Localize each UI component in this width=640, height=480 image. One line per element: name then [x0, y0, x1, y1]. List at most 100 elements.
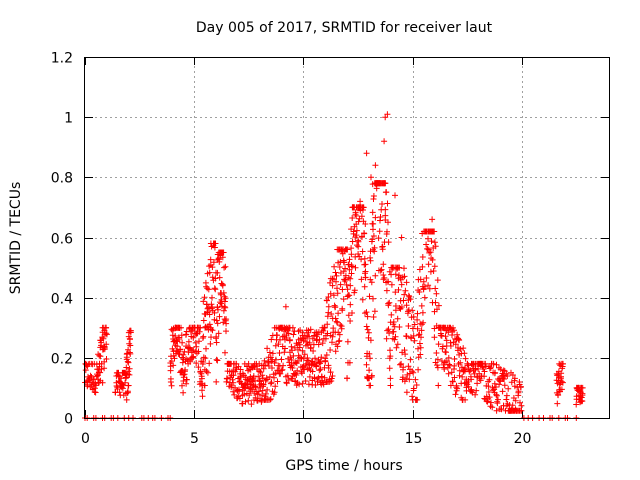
data-point — [435, 341, 442, 348]
data-point — [309, 335, 316, 342]
data-point — [336, 337, 343, 344]
y-tick-label: 0 — [64, 412, 73, 428]
y-tick-label: 1.2 — [51, 51, 73, 67]
data-point — [211, 244, 218, 251]
data-point — [435, 302, 442, 309]
data-point — [278, 367, 285, 374]
data-point — [579, 384, 586, 391]
data-point — [518, 407, 525, 414]
data-point — [429, 216, 436, 223]
data-point — [217, 252, 224, 259]
data-point — [367, 382, 374, 389]
data-point — [489, 404, 496, 411]
data-point — [332, 269, 339, 276]
data-point — [259, 392, 265, 399]
data-point — [344, 286, 351, 293]
data-point — [340, 296, 347, 303]
data-point — [313, 337, 320, 344]
data-point — [355, 238, 362, 245]
data-point — [279, 366, 286, 373]
data-point — [206, 360, 213, 367]
data-point — [123, 364, 130, 371]
data-point — [481, 368, 488, 375]
data-point — [322, 357, 329, 364]
data-point — [319, 340, 326, 347]
data-point — [332, 315, 339, 322]
data-point — [349, 263, 355, 270]
data-point — [418, 302, 425, 309]
data-point — [486, 394, 493, 401]
data-point — [371, 244, 378, 251]
data-point — [398, 281, 405, 288]
data-point — [346, 359, 353, 366]
x-tick-label: 15 — [405, 431, 423, 447]
data-point — [266, 396, 273, 403]
data-point — [208, 326, 215, 333]
data-point — [272, 383, 279, 390]
data-point — [414, 310, 421, 317]
data-point — [275, 341, 282, 348]
data-point — [420, 319, 427, 326]
data-point — [490, 360, 497, 367]
data-point — [410, 369, 417, 376]
data-point — [283, 335, 290, 341]
data-point — [503, 392, 510, 399]
data-point — [433, 350, 440, 356]
data-point — [170, 362, 177, 369]
data-point — [346, 266, 353, 273]
data-point — [400, 366, 406, 373]
data-point — [417, 351, 424, 358]
data-point — [494, 400, 501, 407]
data-point — [357, 198, 364, 205]
data-point — [255, 373, 262, 380]
data-point — [327, 369, 334, 376]
data-point — [366, 293, 373, 300]
data-point — [82, 367, 89, 374]
data-point — [380, 261, 387, 268]
data-point — [125, 368, 132, 375]
data-point — [362, 274, 369, 281]
data-point — [354, 242, 360, 249]
data-point — [392, 289, 399, 296]
data-point — [200, 333, 207, 340]
data-point — [414, 396, 421, 403]
data-point — [201, 382, 208, 389]
data-point — [426, 285, 433, 292]
data-point — [365, 329, 372, 336]
data-point — [122, 379, 129, 386]
data-point — [248, 401, 255, 408]
data-point — [413, 382, 420, 388]
data-point — [202, 355, 209, 362]
data-point — [337, 281, 344, 288]
data-point — [177, 346, 184, 353]
data-point — [434, 277, 441, 284]
data-point — [395, 286, 402, 293]
data-point — [358, 234, 365, 241]
data-point — [484, 398, 491, 405]
data-point — [316, 336, 323, 343]
data-point — [386, 330, 393, 337]
data-point — [289, 324, 296, 331]
data-point — [367, 257, 374, 264]
data-point — [124, 358, 131, 365]
data-point — [331, 263, 338, 270]
data-point — [206, 269, 213, 276]
data-point — [224, 375, 231, 382]
data-point — [290, 331, 297, 338]
y-tick-label: 1 — [64, 111, 73, 127]
data-point — [371, 308, 378, 315]
data-point — [267, 380, 274, 387]
data-point — [379, 201, 385, 207]
data-point — [345, 274, 352, 281]
data-point — [347, 318, 354, 324]
data-point — [368, 174, 374, 181]
data-point — [183, 376, 190, 383]
data-point — [353, 212, 360, 219]
data-point — [213, 317, 220, 324]
data-point — [220, 249, 227, 256]
data-point — [280, 362, 287, 369]
data-point — [384, 228, 390, 235]
data-point — [216, 256, 223, 263]
data-point — [433, 290, 440, 297]
data-point — [488, 399, 494, 406]
